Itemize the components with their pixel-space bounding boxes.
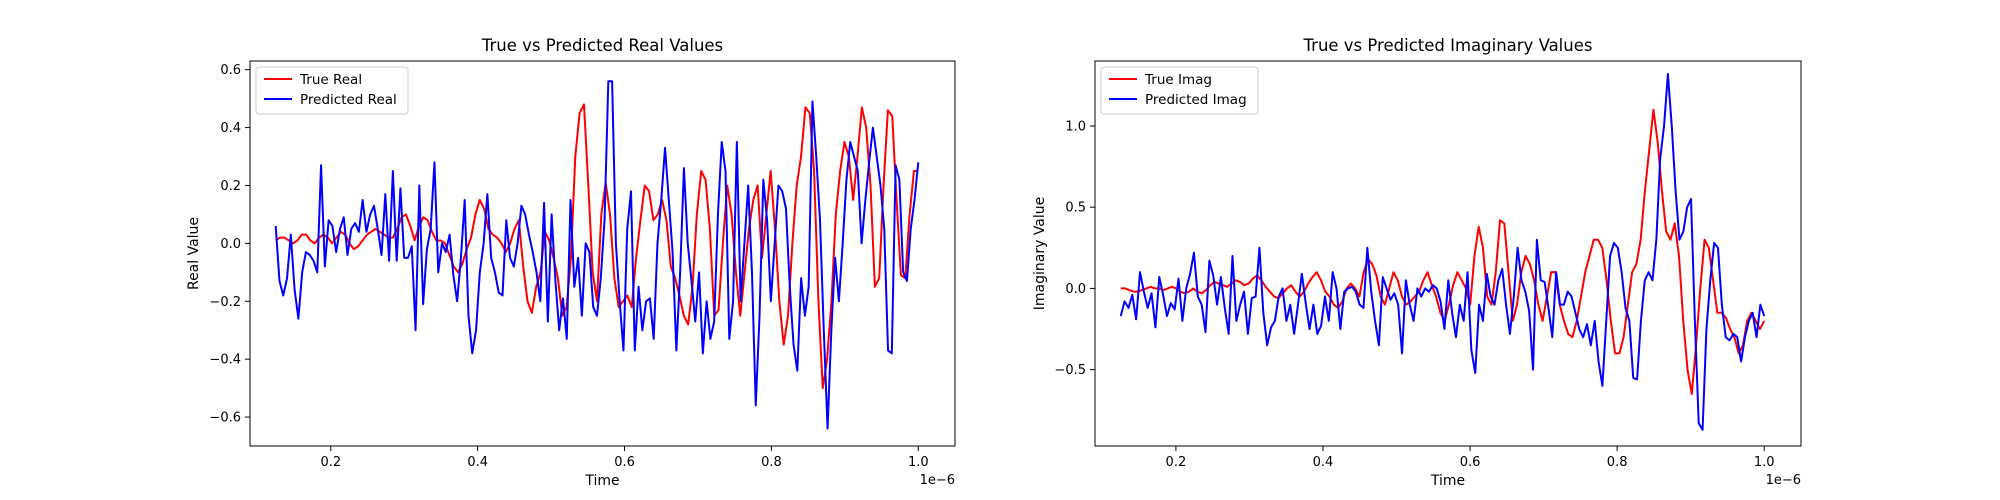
x-tick-label: 0.6 — [1460, 455, 1481, 470]
y-tick-label: 0.6 — [220, 63, 241, 78]
real-values-chart: True vs Predicted Real Values 0.2 0.4 0.6 0… — [186, 36, 956, 489]
plot-frame — [249, 60, 956, 447]
axis-layer: 0.2 0.4 0.6 0.8 1.0 −0.5 0.0 0.5 1.0 — [1054, 119, 1774, 470]
legend-box — [255, 66, 409, 115]
y-tick-label: −0.5 — [1054, 363, 1086, 378]
series-line-predicted-real — [274, 80, 920, 430]
y-tick-label: 0.4 — [220, 121, 241, 136]
y-tick-label: −0.2 — [209, 295, 241, 310]
series-line-true-imag — [1120, 108, 1766, 396]
x-tick-label: 0.8 — [761, 455, 782, 470]
legend-label: True Imag — [1144, 72, 1212, 88]
y-tick-label: 0.5 — [1065, 201, 1086, 216]
y-axis-label: Imaginary Value — [1032, 197, 1048, 311]
axis-layer: 0.2 0.4 0.6 0.8 1.0 −0.6 −0.4 −0.2 0.0 0.2 0.4 0.6 — [209, 63, 928, 470]
x-tick-label: 1.0 — [908, 455, 929, 470]
plot-frame — [1094, 60, 1802, 447]
y-tick-label: −0.6 — [209, 411, 241, 426]
series-line-predicted-imag — [1119, 73, 1766, 431]
x-tick-label: 0.4 — [1313, 455, 1334, 470]
series-layer — [274, 80, 920, 430]
legend-box — [1100, 66, 1259, 115]
x-tick-label: 0.4 — [467, 455, 488, 470]
y-tick-label: 1.0 — [1065, 119, 1086, 134]
y-tick-label: 0.0 — [1065, 282, 1086, 297]
x-tick-label: 0.2 — [1166, 455, 1187, 470]
x-axis-label: Time — [1430, 473, 1465, 489]
x-offset-label: 1e−6 — [920, 473, 955, 488]
x-tick-label: 0.6 — [614, 455, 635, 470]
y-tick-label: 0.2 — [220, 179, 241, 194]
legend: True Imag Predicted Imag — [1100, 66, 1259, 115]
chart-title: True vs Predicted Real Values — [481, 36, 723, 55]
x-tick-label: 0.8 — [1607, 455, 1628, 470]
legend-label: True Real — [299, 72, 362, 88]
y-tick-label: −0.4 — [209, 353, 241, 368]
x-axis-label: Time — [584, 473, 619, 489]
legend: True Real Predicted Real — [255, 66, 409, 115]
y-tick-label: 0.0 — [220, 237, 241, 252]
legend-label: Predicted Imag — [1145, 92, 1247, 108]
x-tick-label: 1.0 — [1754, 455, 1775, 470]
series-layer — [1119, 73, 1766, 431]
y-axis-label: Real Value — [186, 217, 202, 290]
legend-label: Predicted Real — [300, 92, 397, 108]
x-offset-label: 1e−6 — [1766, 473, 1801, 488]
imaginary-values-chart: True vs Predicted Imaginary Values 0.2 0.… — [1032, 36, 1802, 489]
chart-title: True vs Predicted Imaginary Values — [1303, 36, 1593, 55]
x-tick-label: 0.2 — [320, 455, 341, 470]
